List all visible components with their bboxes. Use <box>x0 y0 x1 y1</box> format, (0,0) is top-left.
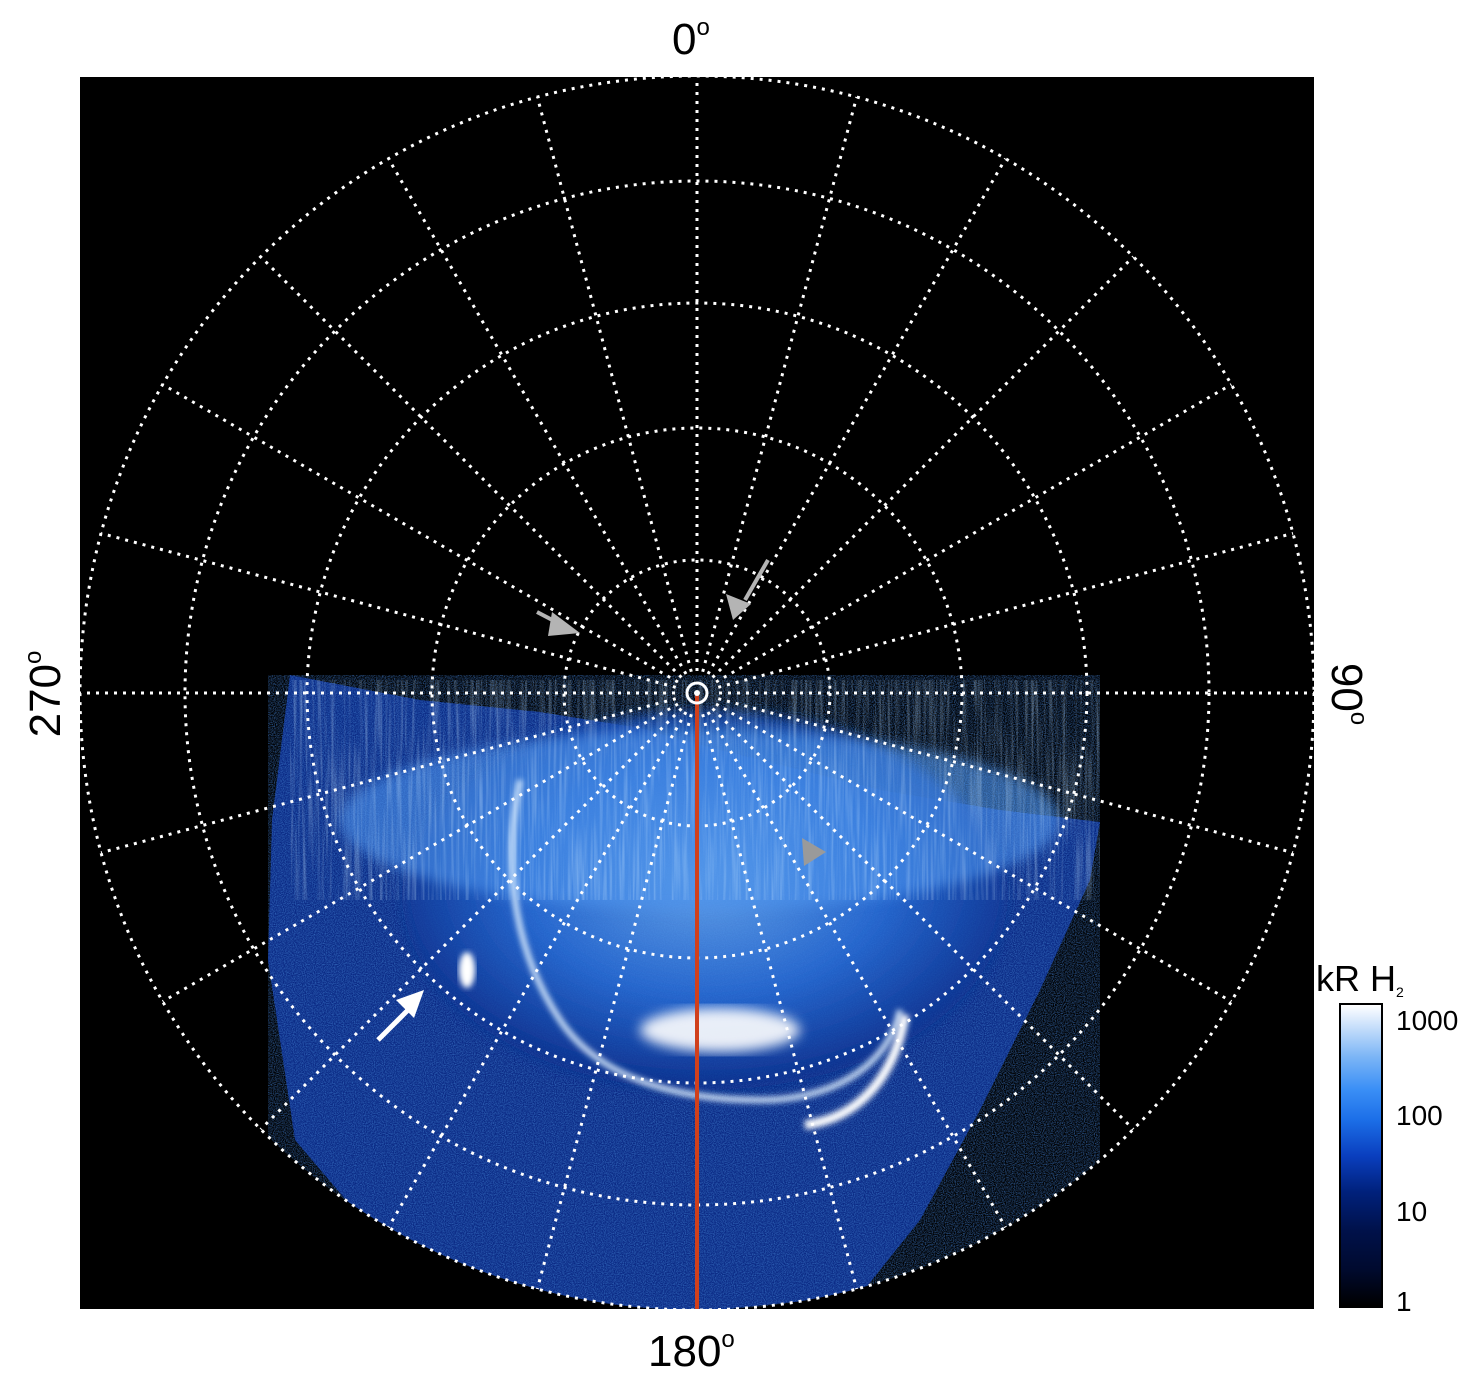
grid-meridian <box>535 96 693 673</box>
grid-meridian <box>161 383 679 684</box>
grid-meridian <box>715 383 1233 684</box>
label-180-deg: 180o <box>648 1326 735 1376</box>
grid-meridian <box>535 713 693 1290</box>
grid-meridian <box>259 255 683 679</box>
grid-meridian <box>100 531 677 689</box>
arrow-white <box>376 990 424 1042</box>
arrow-gray-right <box>726 559 770 620</box>
pole-marker <box>685 681 709 705</box>
label-0-deg: 0o <box>672 14 710 64</box>
arrow-gray-mid <box>802 838 826 866</box>
grid-meridian <box>717 697 1294 855</box>
colorbar-tick-1000: 1000 <box>1396 1005 1459 1036</box>
colorbar-title: kR H2 <box>1316 958 1404 1000</box>
grid-meridian <box>100 697 677 855</box>
grid-meridian <box>701 713 859 1290</box>
grid-meridian <box>711 255 1135 679</box>
colorbar-tick-100: 100 <box>1396 1100 1443 1131</box>
label-270-deg: 270o <box>20 650 70 738</box>
grid-meridian <box>706 711 1007 1229</box>
grid-meridian <box>259 707 683 1131</box>
colorbar <box>1339 1003 1383 1308</box>
grid-meridian <box>387 711 688 1229</box>
grid-circle <box>183 179 1211 1207</box>
label-90-deg: 90o <box>1322 662 1372 726</box>
grid-meridian <box>387 157 688 675</box>
lat-lon-grid <box>80 77 1314 1309</box>
grid-meridian <box>706 157 1007 675</box>
grid-meridian <box>701 96 859 673</box>
colorbar-tick-1: 1 <box>1396 1286 1412 1317</box>
grid-meridian <box>161 702 679 1003</box>
arrow-gray-left <box>536 610 580 636</box>
grid-meridian <box>711 707 1135 1131</box>
colorbar-tick-10: 10 <box>1396 1196 1428 1227</box>
grid-meridian <box>717 531 1294 689</box>
grid-meridian <box>715 702 1233 1003</box>
